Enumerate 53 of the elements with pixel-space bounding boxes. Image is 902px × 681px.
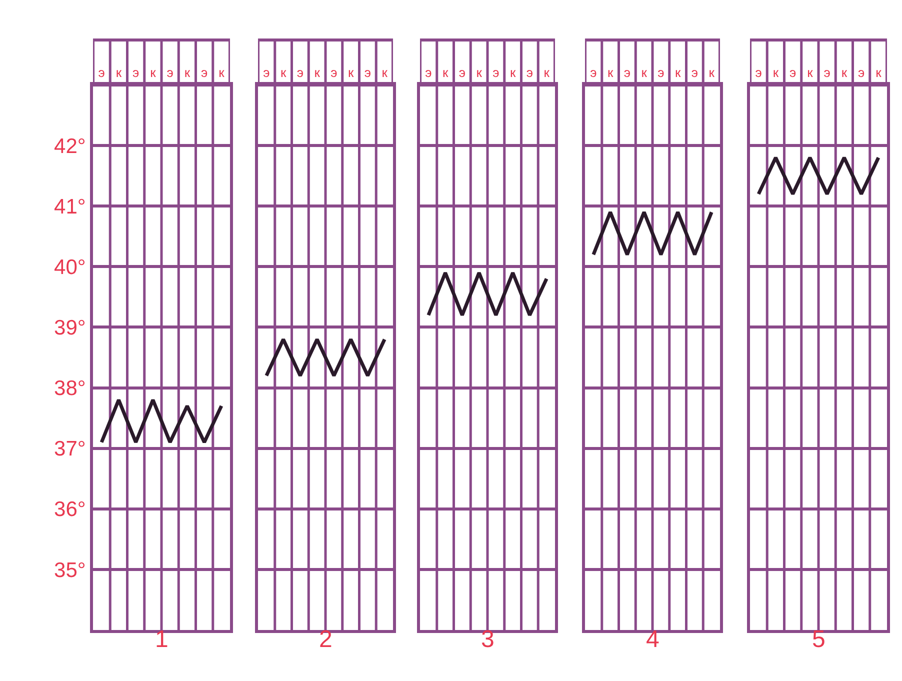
x-tick-label: к	[382, 64, 388, 80]
x-tick-label: к	[607, 64, 614, 80]
x-tick-label: э	[658, 64, 665, 80]
x-tick-label: к	[116, 64, 122, 80]
x-tick-label: э	[458, 64, 466, 80]
x-tick-label: к	[510, 64, 516, 80]
x-tick-label: э	[263, 64, 270, 80]
x-tick-label: э	[858, 64, 865, 80]
x-tick-label: к	[184, 64, 190, 80]
x-tick-label: к	[708, 64, 715, 80]
x-axis-title: 5	[812, 626, 826, 653]
x-tick-label: к	[150, 64, 156, 80]
x-tick-label: э	[296, 64, 304, 80]
x-tick-label: э	[526, 64, 534, 80]
x-tick-label: к	[807, 64, 814, 80]
x-tick-label: к	[544, 64, 550, 80]
x-tick-label: э	[200, 64, 208, 80]
y-tick-label: 35°	[54, 558, 86, 582]
x-tick-label: э	[364, 64, 372, 80]
x-tick-label: э	[789, 64, 796, 80]
y-tick-label: 38°	[54, 377, 86, 400]
y-tick-label: 37°	[54, 438, 86, 461]
y-tick-label: 42°	[54, 134, 86, 158]
y-tick-label: 39°	[54, 316, 86, 340]
x-axis-title: 2	[319, 626, 332, 653]
x-tick-label: к	[476, 64, 482, 80]
x-tick-label: э	[132, 64, 140, 80]
x-axis-title: 4	[646, 626, 660, 653]
x-tick-label: к	[442, 64, 448, 80]
x-tick-label: э	[755, 64, 762, 80]
y-tick-label: 41°	[54, 195, 86, 218]
x-tick-label: к	[674, 64, 681, 80]
x-tick-label: к	[876, 64, 882, 80]
x-tick-label: к	[280, 64, 286, 80]
x-tick-label: э	[590, 64, 598, 80]
x-tick-label: э	[691, 64, 698, 80]
x-axis-title: 1	[155, 626, 168, 653]
y-tick-label: 36°	[54, 498, 86, 522]
x-tick-label: к	[641, 64, 648, 80]
x-tick-label: э	[98, 64, 106, 80]
x-tick-label: э	[166, 64, 174, 80]
x-tick-label: к	[348, 64, 354, 80]
x-tick-label: к	[218, 64, 225, 80]
x-tick-label: к	[314, 64, 320, 80]
x-tick-label: к	[841, 64, 848, 80]
x-tick-label: э	[330, 64, 338, 80]
x-tick-label: э	[425, 64, 432, 80]
x-tick-label: э	[492, 64, 500, 80]
x-tick-label: к	[772, 64, 779, 80]
x-tick-label: э	[824, 64, 831, 80]
x-tick-label: э	[624, 64, 631, 80]
y-tick-label: 40°	[54, 256, 86, 280]
x-axis-title: 3	[481, 626, 494, 653]
